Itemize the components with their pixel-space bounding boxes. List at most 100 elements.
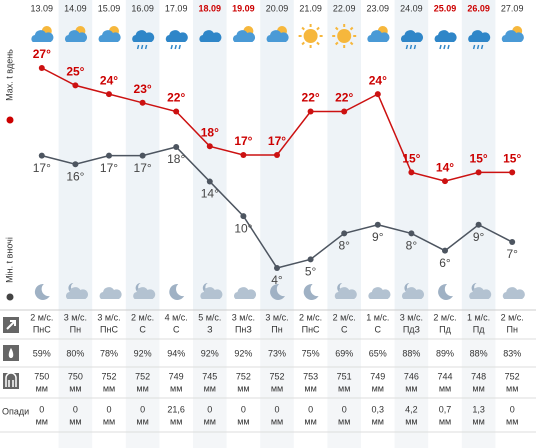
humidity: 83% [503, 348, 521, 358]
precip: 4,2 [405, 404, 418, 414]
wind-speed: 1 м/с. [467, 312, 490, 322]
night-cloud [334, 287, 357, 299]
max-line-point [139, 99, 146, 106]
wind-dir: Пн [506, 324, 517, 334]
max-line-point [341, 108, 348, 115]
max-line-point [475, 169, 482, 176]
min-label: 5° [305, 264, 317, 278]
night-cloud [502, 287, 525, 299]
rain [447, 44, 450, 50]
min-label: 17° [134, 161, 152, 175]
moon [303, 283, 319, 300]
date: 24.09 [400, 3, 423, 13]
precip-unit: мм [338, 416, 350, 426]
date: 26.09 [467, 3, 490, 13]
wind-dir: С [341, 324, 348, 334]
cloud [31, 30, 54, 42]
max-line-point [374, 91, 381, 98]
rain [413, 44, 417, 50]
max-label: 14° [436, 160, 454, 174]
rain [136, 44, 140, 50]
precip: 0 [106, 404, 111, 414]
pressure: 752 [101, 371, 116, 381]
wind-dir: ПнС [100, 324, 118, 334]
max-line-point [240, 152, 247, 158]
max-label: 25° [66, 65, 84, 79]
sun [303, 29, 318, 43]
sun-ray [301, 26, 305, 31]
min-line-point [442, 247, 448, 254]
precip: 0 [241, 404, 246, 414]
precip-unit: мм [271, 416, 283, 426]
max-label: 22° [167, 91, 185, 105]
min-label: 7° [506, 247, 518, 261]
min-line-point [240, 213, 247, 220]
precip-unit: мм [405, 416, 417, 426]
max-line-point [72, 82, 79, 89]
max-label: 24° [100, 73, 118, 87]
min-label: 8° [338, 239, 350, 253]
pressure-unit: мм [439, 383, 451, 393]
wind-speed: 2 м/с. [433, 312, 456, 322]
pressure-unit: мм [372, 383, 384, 393]
precip-unit: мм [204, 416, 216, 426]
night-cloud [233, 287, 257, 299]
date: 14.09 [64, 3, 87, 13]
night-cloud [401, 287, 425, 299]
sun-ray [335, 41, 339, 46]
barometer [5, 372, 17, 387]
sun-ray [335, 26, 339, 31]
pressure: 752 [269, 371, 284, 381]
cloud [132, 30, 155, 42]
wind-speed: 3 м/с. [64, 312, 87, 322]
pressure: 744 [437, 371, 452, 381]
humidity: 75% [302, 348, 320, 358]
row-shade [394, 310, 429, 448]
rain [405, 44, 409, 50]
night-cloud [65, 287, 89, 299]
precip-unit: мм [439, 416, 451, 426]
max-label: 27° [33, 47, 51, 61]
wind-speed: 4 м/с. [165, 312, 188, 322]
moon [438, 283, 453, 300]
humidity: 59% [33, 348, 51, 358]
pressure: 753 [303, 371, 318, 381]
column-shade [461, 0, 496, 310]
precip: 0,3 [372, 404, 385, 414]
precip: 0 [274, 404, 279, 414]
humidity: 92% [234, 348, 252, 358]
rain [439, 44, 442, 50]
cloud [434, 30, 457, 42]
night-cloud [469, 287, 492, 299]
pressure-unit: мм [136, 383, 148, 393]
min-label: 8° [406, 239, 418, 253]
pressure: 749 [370, 371, 385, 381]
precip: 1,3 [472, 404, 485, 414]
max-label: Мах. t вдень [4, 49, 14, 101]
precip-unit: мм [472, 416, 484, 426]
wind-speed: 3 м/с. [400, 312, 423, 322]
cloud [64, 30, 88, 42]
max-line-point [106, 91, 112, 98]
min-line-point [38, 152, 45, 159]
precip-unit: мм [69, 416, 81, 426]
wind-dir: Пн [271, 324, 282, 334]
pressure: 750 [68, 371, 83, 381]
wind-dir: З [207, 324, 212, 334]
rain [170, 44, 173, 50]
sun [337, 29, 352, 43]
wind-dir: Пд [473, 324, 485, 334]
min-label: 16° [66, 169, 84, 183]
max-label: 15° [470, 152, 488, 166]
pressure-unit: мм [103, 383, 115, 393]
date: 20.09 [266, 3, 289, 13]
rain [409, 44, 413, 50]
date: 16.09 [131, 3, 154, 13]
precip-unit: мм [170, 416, 182, 426]
precip-unit: мм [304, 416, 316, 426]
precip-unit: мм [36, 416, 48, 426]
pressure-unit: мм [506, 383, 518, 393]
date: 21.09 [299, 3, 322, 13]
wind-dir: С [139, 324, 146, 334]
humidity: 88% [470, 348, 488, 358]
